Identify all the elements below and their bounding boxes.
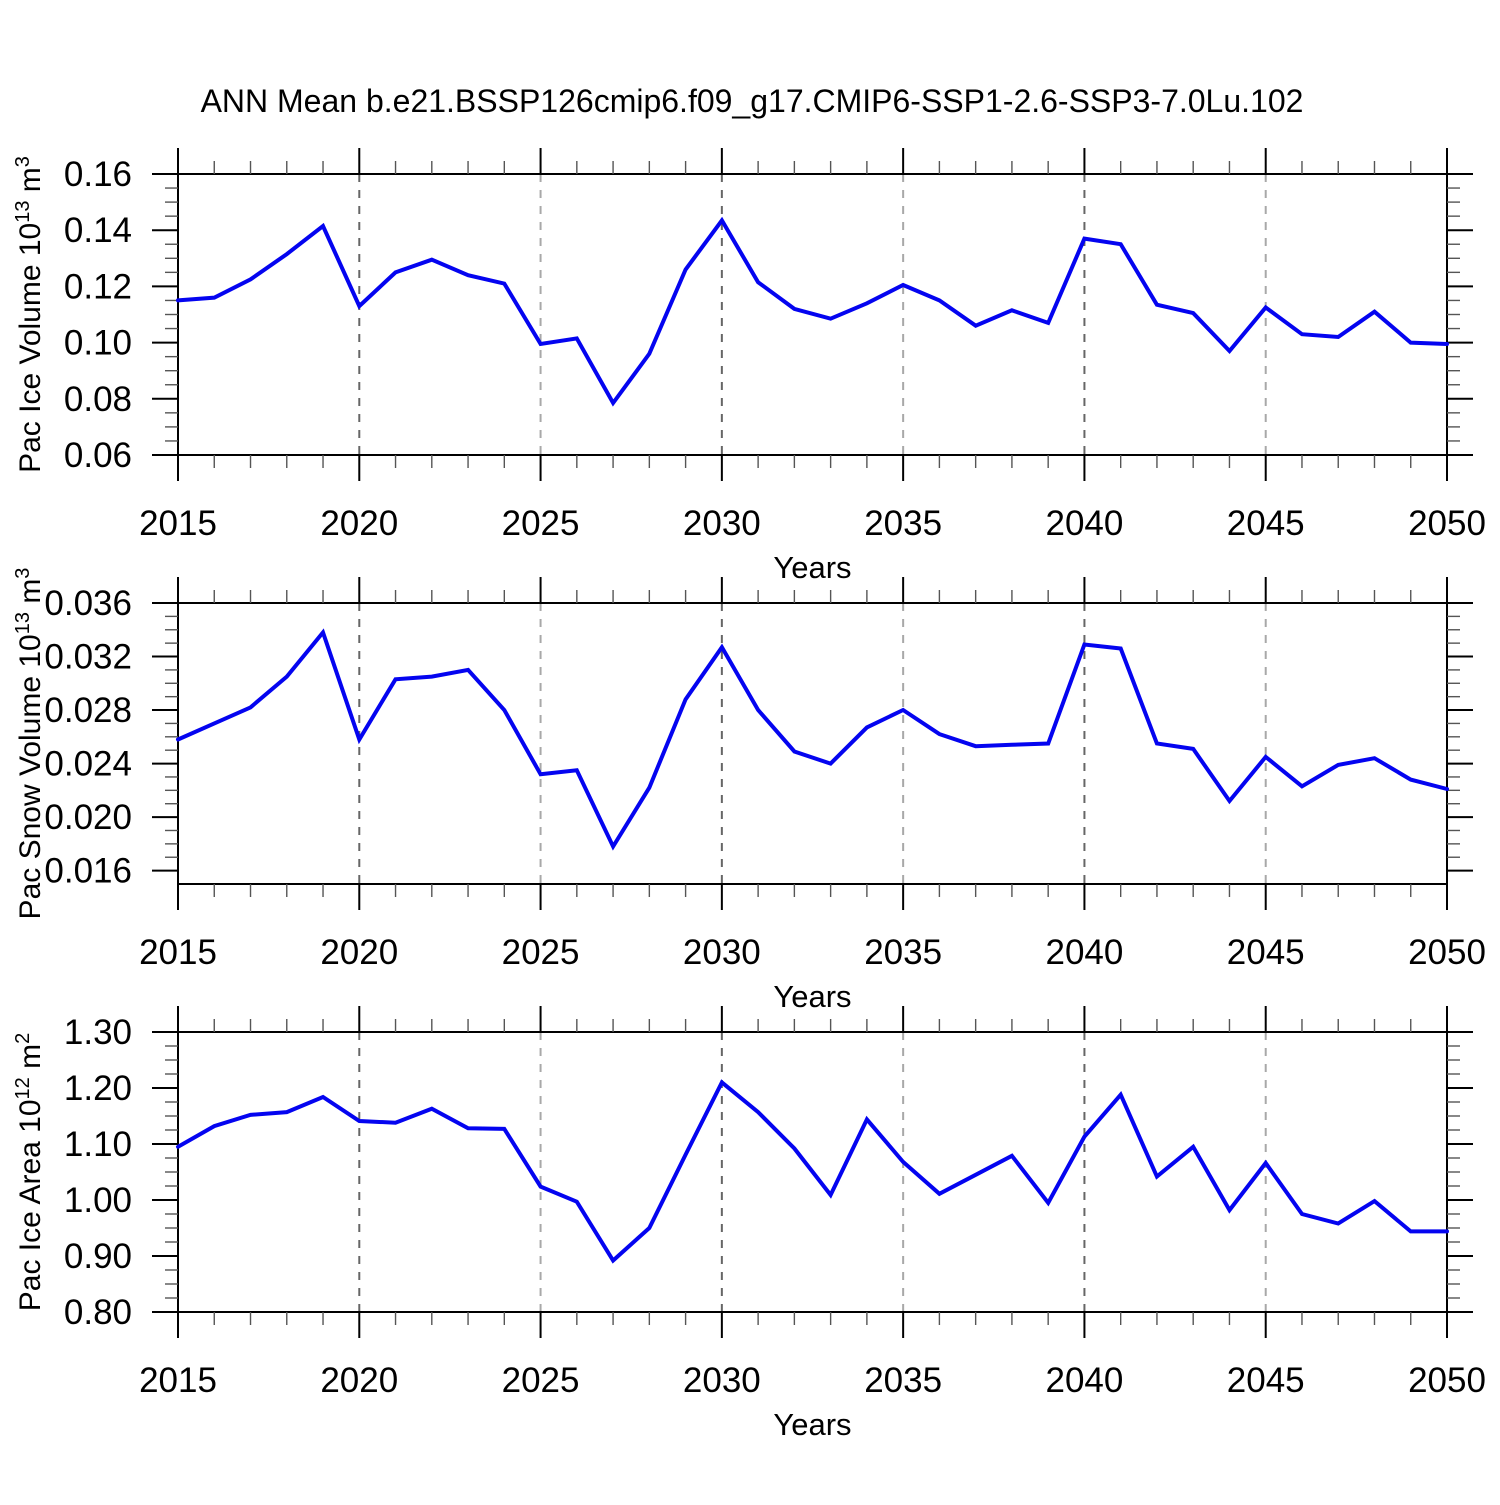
y-tick-label: 1.20 bbox=[64, 1069, 132, 1108]
series-line bbox=[176, 216, 1449, 407]
subplot-pac-ice-area: 0.80 0.90 1.00 1.10 1.20 1.30 2015 2020 2025 2030… bbox=[12, 1006, 1486, 1442]
y-tick-label: 0.14 bbox=[64, 211, 132, 250]
y-tick-label: 0.024 bbox=[44, 745, 132, 784]
x-tick-label: 2015 bbox=[139, 933, 217, 972]
y-tick-label: 0.08 bbox=[64, 380, 132, 419]
y-tick-label: 0.16 bbox=[64, 155, 132, 194]
y-tick-label: 0.036 bbox=[44, 584, 132, 623]
y-tick-label: 0.90 bbox=[64, 1237, 132, 1276]
x-tick-label: 2040 bbox=[1045, 1361, 1123, 1400]
y-axis-label: Pac Snow Volume 1013 m3 bbox=[12, 568, 47, 920]
x-tick-label: 2050 bbox=[1408, 504, 1486, 543]
x-tick-label: 2040 bbox=[1045, 933, 1123, 972]
subplots-group: 0.06 0.08 0.10 0.12 0.14 0.16 2015 2020 2025 2030… bbox=[12, 148, 1486, 1442]
subplot-pac-ice-volume: 0.06 0.08 0.10 0.12 0.14 0.16 2015 2020 2025 2030… bbox=[12, 148, 1486, 585]
y-tick-label: 1.30 bbox=[64, 1013, 132, 1052]
x-tick-label: 2050 bbox=[1408, 1361, 1486, 1400]
x-tick-label: 2015 bbox=[139, 1361, 217, 1400]
series-line bbox=[176, 1079, 1449, 1264]
x-tick-label: 2030 bbox=[683, 504, 761, 543]
x-tick-label: 2025 bbox=[502, 504, 580, 543]
y-tick-label: 1.10 bbox=[64, 1125, 132, 1164]
x-tick-label: 2045 bbox=[1227, 1361, 1305, 1400]
y-tick-label: 0.12 bbox=[64, 267, 132, 306]
x-tick-label: 2050 bbox=[1408, 933, 1486, 972]
subplot-pac-snow-volume: 0.016 0.020 0.024 0.028 0.032 0.036 2015 2020 20… bbox=[12, 568, 1486, 1014]
x-axis-label: Years bbox=[773, 979, 851, 1014]
x-tick-label: 2020 bbox=[320, 504, 398, 543]
x-tick-label: 2045 bbox=[1227, 504, 1305, 543]
x-tick-label: 2020 bbox=[320, 933, 398, 972]
axis-frame bbox=[177, 602, 1448, 885]
x-tick-label: 2045 bbox=[1227, 933, 1305, 972]
y-tick-label: 0.028 bbox=[44, 691, 132, 730]
x-tick-label: 2015 bbox=[139, 504, 217, 543]
x-axis-label: Years bbox=[773, 550, 851, 585]
x-tick-label: 2030 bbox=[683, 933, 761, 972]
y-tick-label: 0.020 bbox=[44, 798, 132, 837]
chart-title: ANN Mean b.e21.BSSP126cmip6.f09_g17.CMIP… bbox=[201, 83, 1304, 119]
x-tick-label: 2035 bbox=[864, 504, 942, 543]
y-axis-label: Pac Ice Volume 1013 m3 bbox=[12, 156, 47, 473]
x-tick-label: 2040 bbox=[1045, 504, 1123, 543]
y-tick-label: 1.00 bbox=[64, 1181, 132, 1220]
y-tick-label: 0.06 bbox=[64, 436, 132, 475]
x-tick-label: 2025 bbox=[502, 1361, 580, 1400]
y-tick-label: 0.032 bbox=[44, 638, 132, 677]
x-tick-label: 2035 bbox=[864, 933, 942, 972]
x-tick-label: 2025 bbox=[502, 933, 580, 972]
x-axis-label: Years bbox=[773, 1407, 851, 1442]
y-tick-label: 0.80 bbox=[64, 1293, 132, 1332]
series-line bbox=[176, 628, 1449, 851]
x-tick-label: 2020 bbox=[320, 1361, 398, 1400]
x-tick-label: 2030 bbox=[683, 1361, 761, 1400]
y-axis-label: Pac Ice Area 1012 m2 bbox=[12, 1033, 47, 1312]
y-tick-label: 0.10 bbox=[64, 324, 132, 363]
x-tick-label: 2035 bbox=[864, 1361, 942, 1400]
y-tick-label: 0.016 bbox=[44, 852, 132, 891]
